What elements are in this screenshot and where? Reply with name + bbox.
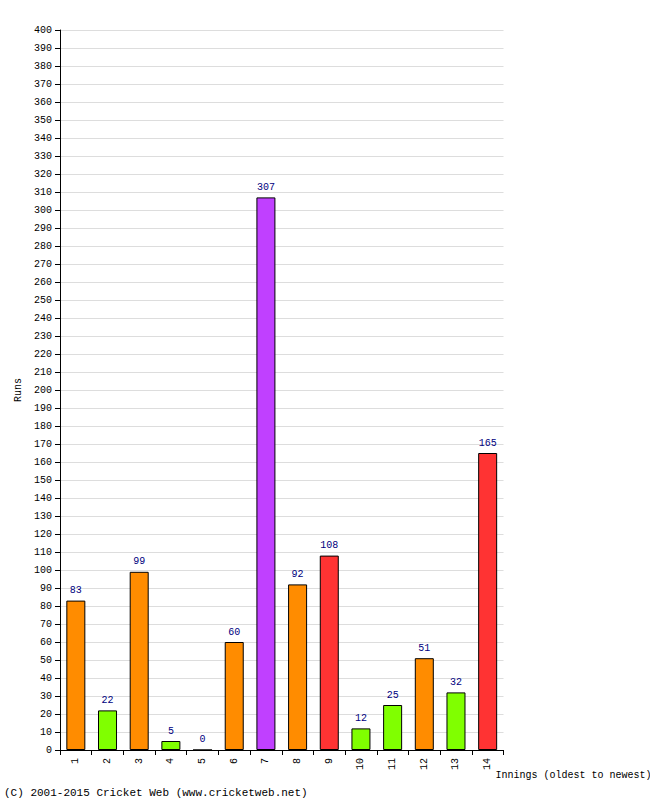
svg-text:30: 30 [40, 691, 52, 702]
svg-text:Runs: Runs [13, 378, 24, 402]
svg-text:25: 25 [387, 690, 399, 701]
svg-text:160: 160 [34, 457, 52, 468]
svg-text:350: 350 [34, 115, 52, 126]
svg-text:120: 120 [34, 529, 52, 540]
svg-text:12: 12 [419, 758, 430, 770]
svg-text:108: 108 [320, 540, 338, 551]
svg-text:150: 150 [34, 475, 52, 486]
svg-text:260: 260 [34, 277, 52, 288]
svg-text:22: 22 [102, 695, 114, 706]
svg-text:5: 5 [168, 726, 174, 737]
svg-text:300: 300 [34, 205, 52, 216]
svg-text:307: 307 [257, 182, 275, 193]
svg-text:10: 10 [40, 727, 52, 738]
svg-text:370: 370 [34, 79, 52, 90]
svg-text:(C) 2001-2015 Cricket Web (www: (C) 2001-2015 Cricket Web (www.cricketwe… [4, 787, 308, 799]
svg-text:10: 10 [355, 758, 366, 770]
svg-text:130: 130 [34, 511, 52, 522]
svg-text:165: 165 [479, 438, 497, 449]
svg-text:400: 400 [34, 25, 52, 36]
svg-text:140: 140 [34, 493, 52, 504]
svg-text:14: 14 [482, 758, 493, 770]
svg-text:1: 1 [70, 758, 81, 764]
svg-text:80: 80 [40, 601, 52, 612]
svg-text:9: 9 [324, 758, 335, 764]
svg-text:83: 83 [70, 585, 82, 596]
svg-text:340: 340 [34, 133, 52, 144]
svg-text:180: 180 [34, 421, 52, 432]
svg-text:13: 13 [450, 758, 461, 770]
svg-text:190: 190 [34, 403, 52, 414]
svg-text:7: 7 [260, 758, 271, 764]
svg-text:290: 290 [34, 223, 52, 234]
svg-text:20: 20 [40, 709, 52, 720]
svg-text:170: 170 [34, 439, 52, 450]
svg-text:270: 270 [34, 259, 52, 270]
svg-text:50: 50 [40, 655, 52, 666]
svg-text:12: 12 [355, 713, 367, 724]
svg-text:220: 220 [34, 349, 52, 360]
svg-text:380: 380 [34, 61, 52, 72]
svg-text:330: 330 [34, 151, 52, 162]
svg-text:230: 230 [34, 331, 52, 342]
svg-text:110: 110 [34, 547, 52, 558]
svg-text:360: 360 [34, 97, 52, 108]
svg-text:90: 90 [40, 583, 52, 594]
svg-text:0: 0 [46, 745, 52, 756]
svg-text:320: 320 [34, 169, 52, 180]
svg-text:0: 0 [200, 734, 206, 745]
svg-text:280: 280 [34, 241, 52, 252]
svg-text:70: 70 [40, 619, 52, 630]
svg-text:4: 4 [165, 758, 176, 764]
svg-text:99: 99 [133, 556, 145, 567]
svg-text:310: 310 [34, 187, 52, 198]
svg-text:6: 6 [229, 758, 240, 764]
svg-text:250: 250 [34, 295, 52, 306]
svg-text:11: 11 [387, 758, 398, 770]
svg-text:5: 5 [197, 758, 208, 764]
svg-text:240: 240 [34, 313, 52, 324]
svg-text:200: 200 [34, 385, 52, 396]
svg-text:390: 390 [34, 43, 52, 54]
svg-text:Innings (oldest to newest): Innings (oldest to newest) [496, 770, 650, 781]
svg-text:60: 60 [228, 627, 240, 638]
svg-text:2: 2 [102, 758, 113, 764]
svg-text:32: 32 [450, 677, 462, 688]
svg-text:100: 100 [34, 565, 52, 576]
svg-text:8: 8 [292, 758, 303, 764]
svg-text:92: 92 [292, 569, 304, 580]
svg-text:40: 40 [40, 673, 52, 684]
svg-text:60: 60 [40, 637, 52, 648]
svg-text:3: 3 [134, 758, 145, 764]
svg-text:210: 210 [34, 367, 52, 378]
svg-text:51: 51 [418, 643, 430, 654]
